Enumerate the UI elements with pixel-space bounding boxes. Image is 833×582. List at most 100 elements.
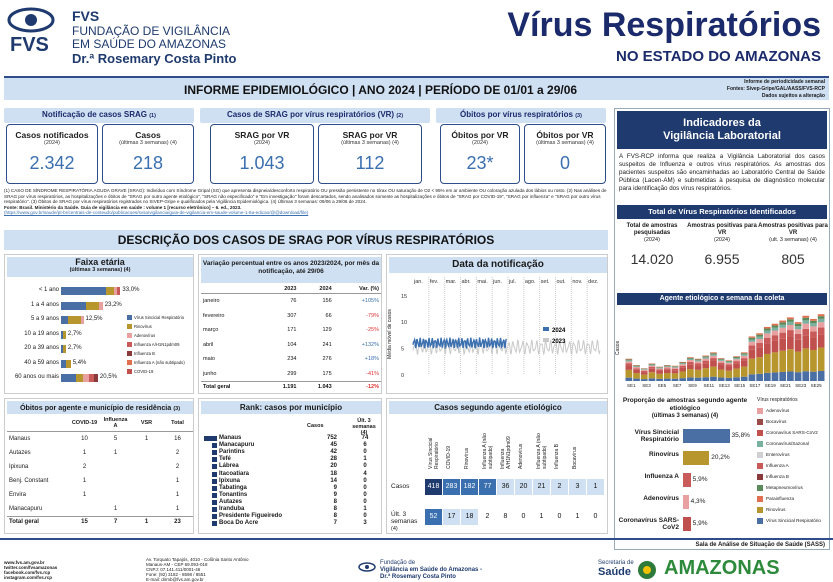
month-label: jul. [508,279,517,285]
agent-cell: 2 [479,509,496,525]
ma-cell: Ipixuna [7,460,69,474]
org-line3: Dr.ª Rosemary Costa Pinto [72,51,236,66]
prop-pct: 20,2% [711,454,729,461]
rank-municipio: Iranduba [219,506,244,512]
week-bar-segment [679,362,686,363]
ma-cell [131,446,162,460]
ma-total-cell: 15 [69,517,100,528]
week-bar-segment [741,354,748,355]
month-label: jun. [492,279,502,285]
agent-cell: 2 [551,479,568,495]
variation-cell: 66 [298,309,333,324]
week-bar-segment [802,371,809,381]
week-bar-segment [764,327,771,329]
agent-cell: 0 [551,509,568,525]
legend-label: Rinovírus [134,322,152,331]
week-bar-segment [649,369,656,373]
week-bar-segment [687,357,694,358]
week-bar-segment [656,370,663,371]
org-line2: EM SAÚDE DO AMAZONAS [72,37,226,51]
week-bar-segment [772,372,779,381]
guide-link[interactable]: (https://www.gov.br/saude/pt-br/centrais… [4,210,308,215]
week-bar-segment [749,374,756,381]
legend-label: Bocavírus [766,416,786,427]
agent-cell: 20 [515,479,532,495]
rank-bar [212,514,217,519]
card-srag-3sem: SRAG por VR(últimas 3 semanas) (4) 112 [318,124,422,184]
obitos-section-title: Óbitos por vírus respiratórios (3) [436,108,606,123]
rank-casos: 45 [317,442,337,448]
rank-casos: 42 [317,449,337,455]
card-casos-3sem: Casos(últimas 3 semanas) (4) 218 [102,124,194,184]
week-bar-segment [718,358,725,359]
month-label: mai. [477,279,488,285]
week-bar-segment [626,360,633,361]
rank-municipio: Itacoatiara [219,471,249,477]
agent-cell: 17 [443,509,460,525]
lab-title-box: Indicadores da Vigilância Laboratorial [617,111,827,149]
week-bar-segment [810,350,817,372]
rank-bar [212,521,217,526]
legend-swatch [127,315,132,320]
agent-cell: 1 [587,479,604,495]
rank-municipio: Manaus [219,435,241,441]
prop-label: Rinovírus [617,451,679,458]
age-bar-segment [61,374,76,382]
legend-swatch [127,369,132,374]
variation-cell: março [201,323,263,338]
week-bar-segment [733,356,740,357]
week-bar-segment [710,361,717,367]
week-bar-segment [772,352,779,372]
variation-cell: 307 [263,309,298,324]
week-bar-segment [772,324,779,326]
rank-ult: 4 [355,471,375,477]
ma-cell [69,502,100,517]
age-label: 60 anos ou mais [7,374,59,380]
variation-total-cell: -12% [334,382,381,393]
age-bar-segment [81,316,83,324]
week-bar-segment [810,331,817,337]
week-bar-segment [726,364,733,366]
age-bar-segment [61,316,68,324]
state-crest-icon [636,560,658,580]
week-bar-segment [649,365,656,366]
week-bar-segment [626,378,633,381]
week-bar-segment [726,360,733,361]
week-bar-segment [633,366,640,367]
agent-header: Influenza B [555,417,561,469]
legend-label: Vírus Sincicial Respiratório [766,515,821,526]
footer-sala: Sala de Análise de Situação de Saúde (SA… [696,542,826,548]
rank-casos: 9 [317,485,337,491]
week-bar-segment [818,314,825,316]
agent-cell: 8 [497,509,514,525]
ma-cell: Manaus [7,432,69,447]
agent-cell: 0 [587,509,604,525]
agent-week-chart [625,307,827,383]
month-label: nov. [572,279,582,285]
legend-label: Coronavírus SARS-CoV2 [766,427,818,438]
week-bar-segment [802,324,809,329]
obitos-municipio-panel: Óbitos por agente e município de residên… [4,398,194,534]
rank-ult: 3 [355,520,375,526]
footer-link[interactable]: instagram.com/fvs.rcp [4,575,57,580]
ma-cell: Manacapuru [7,502,69,517]
legend-swatch [127,360,132,365]
week-bar-segment [626,365,633,369]
week-bar-segment [656,368,663,369]
week-bar-segment [764,354,771,373]
week-bar-segment [672,368,679,369]
variation-cell: 104 [263,338,298,353]
variation-cell: 156 [298,294,333,309]
week-bar-segment [795,334,802,340]
banner-right2: Fontes: Sivep-Gripe/GAL/AASS/FVS-RCP [727,86,825,92]
month-label: jan. [413,279,423,285]
week-bar-segment [664,367,671,368]
week-bar-segment [772,341,779,352]
variation-cell: +18% [334,352,381,367]
